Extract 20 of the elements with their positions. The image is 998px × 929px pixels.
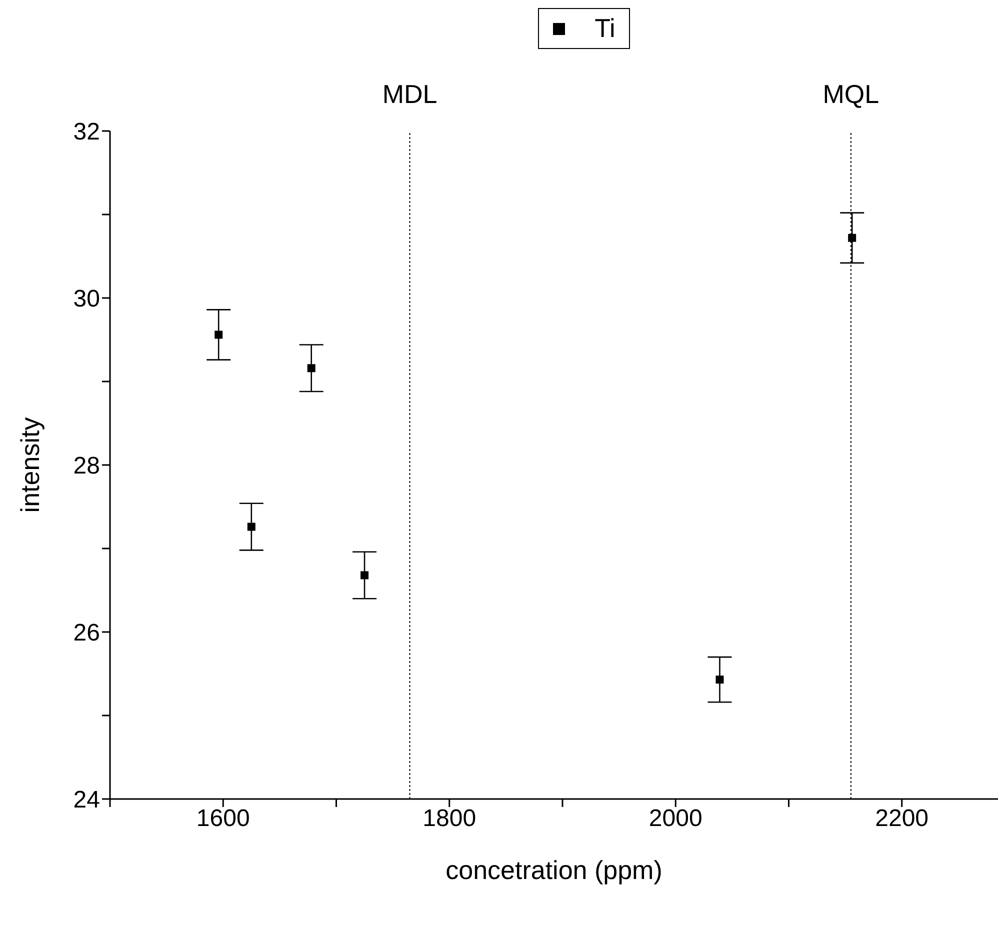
y-axis-title: intensity: [15, 417, 46, 513]
point: [307, 364, 316, 372]
x-tick-label: 2000: [648, 805, 702, 832]
y-tick-label: 30: [73, 286, 100, 313]
y-tick-label: 26: [73, 620, 100, 647]
y-tick-label: 32: [73, 118, 100, 146]
point: [360, 571, 369, 580]
y-tick-label: 24: [73, 786, 100, 814]
ref-line-label: MDL: [382, 79, 438, 109]
x-axis-title: concetration (ppm): [446, 855, 662, 885]
x-tick-label: 2200: [875, 805, 929, 832]
point: [716, 676, 724, 684]
x-tick-label: 1600: [196, 805, 250, 832]
y-tick-label: 28: [73, 452, 100, 480]
point: [848, 234, 856, 242]
x-tick-label: 1800: [422, 805, 476, 832]
ref-line-label: MQL: [822, 79, 880, 109]
legend-label: Ti: [594, 13, 616, 44]
point: [247, 522, 256, 531]
point: [214, 330, 223, 339]
